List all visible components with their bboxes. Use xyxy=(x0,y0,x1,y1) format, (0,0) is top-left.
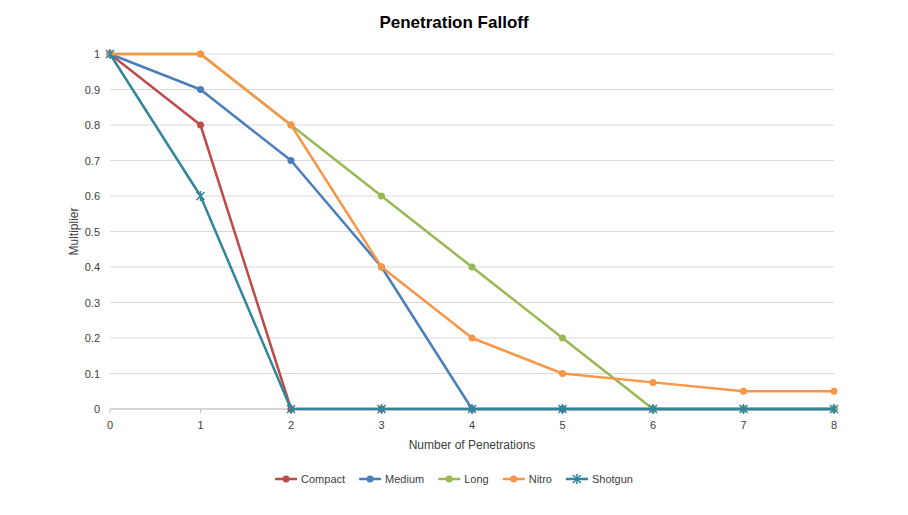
data-point xyxy=(288,122,295,129)
data-point xyxy=(287,404,295,414)
x-tick-label: 5 xyxy=(559,419,565,431)
data-point xyxy=(559,335,566,342)
data-point xyxy=(559,404,567,414)
data-point xyxy=(831,388,838,395)
data-point xyxy=(740,388,747,395)
data-point xyxy=(468,404,476,414)
grid-line xyxy=(110,89,834,90)
y-tick-label: 0.7 xyxy=(85,155,100,167)
legend: Compact Medium Long Nitro Shotgun xyxy=(275,473,633,485)
x-tick-label: 0 xyxy=(107,419,113,431)
data-point xyxy=(469,335,476,342)
legend-label: Medium xyxy=(385,473,424,485)
grid-line xyxy=(110,196,834,197)
data-point xyxy=(378,193,385,200)
grid-line xyxy=(110,231,834,232)
data-point xyxy=(378,404,386,414)
legend-label: Compact xyxy=(301,473,345,485)
legend-label: Nitro xyxy=(529,473,552,485)
y-tick-label: 0.8 xyxy=(85,119,100,131)
grid-line xyxy=(110,160,834,161)
data-point xyxy=(106,49,114,59)
x-tick-label: 7 xyxy=(740,419,746,431)
series-line xyxy=(110,54,834,409)
legend-marker xyxy=(510,476,517,483)
x-tick xyxy=(200,409,201,413)
grid-line xyxy=(110,302,834,303)
x-tick xyxy=(110,409,111,413)
grid-line xyxy=(110,125,834,126)
data-point xyxy=(469,264,476,271)
data-point xyxy=(649,404,657,414)
x-tick-label: 2 xyxy=(288,419,294,431)
grid-line xyxy=(110,373,834,374)
x-tick-label: 8 xyxy=(831,419,837,431)
data-point xyxy=(197,86,204,93)
x-tick-label: 4 xyxy=(469,419,475,431)
data-point xyxy=(830,404,838,414)
data-point xyxy=(288,157,295,164)
legend-label: Shotgun xyxy=(592,473,633,485)
data-point xyxy=(288,122,295,129)
data-point xyxy=(559,370,566,377)
y-tick-label: 0.3 xyxy=(85,297,100,309)
series-line xyxy=(110,54,834,409)
x-tick-label: 3 xyxy=(378,419,384,431)
y-tick-label: 0.2 xyxy=(85,332,100,344)
x-axis-label: Number of Penetrations xyxy=(409,438,536,452)
data-point xyxy=(378,264,385,271)
y-tick-label: 1 xyxy=(94,48,100,60)
y-tick-label: 0 xyxy=(94,403,100,415)
chart: Penetration Falloff 0 0.1 0.2 0.3 0.4 0.5 0.6 0.… xyxy=(0,0,908,515)
legend-marker xyxy=(283,476,290,483)
data-point xyxy=(197,51,204,58)
series-line xyxy=(110,54,834,391)
legend-label: Long xyxy=(464,473,488,485)
background xyxy=(0,0,908,515)
data-point xyxy=(197,51,204,58)
data-point xyxy=(197,191,205,201)
y-tick-label: 0.1 xyxy=(85,368,100,380)
legend-marker xyxy=(446,476,453,483)
x-tick-label: 1 xyxy=(197,419,203,431)
y-tick-label: 0.5 xyxy=(85,226,100,238)
grid-line xyxy=(110,54,834,55)
y-tick-label: 0.6 xyxy=(85,190,100,202)
series-line xyxy=(110,54,834,409)
y-tick-label: 0.4 xyxy=(85,261,100,273)
data-point xyxy=(740,404,748,414)
data-point xyxy=(197,122,204,129)
legend-marker xyxy=(573,474,581,484)
data-point xyxy=(378,264,385,271)
x-tick-label: 6 xyxy=(650,419,656,431)
y-tick-label: 0.9 xyxy=(85,84,100,96)
data-point xyxy=(650,379,657,386)
series-line xyxy=(110,54,834,409)
title: Penetration Falloff xyxy=(379,13,529,32)
plot-area xyxy=(106,49,838,414)
legend-marker xyxy=(367,476,374,483)
y-axis-label: Multiplier xyxy=(67,207,81,255)
